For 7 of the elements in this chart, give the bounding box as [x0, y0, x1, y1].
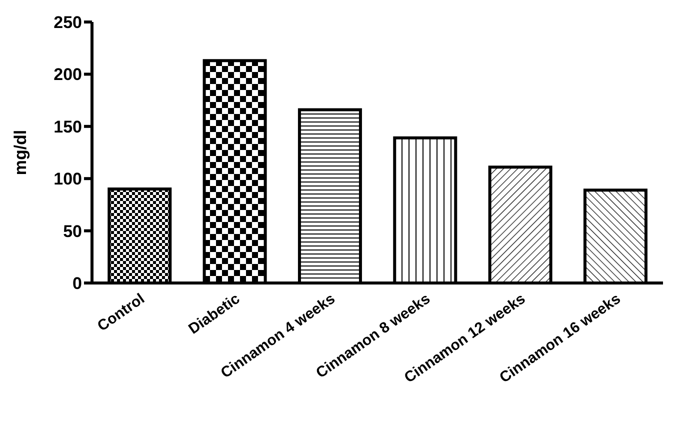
y-tick-label: 150: [54, 117, 82, 136]
y-tick-label: 250: [54, 13, 82, 32]
y-tick-label: 0: [72, 274, 82, 294]
y-tick-label: 200: [54, 65, 82, 84]
y-axis-title: mg/dl: [11, 130, 30, 176]
y-tick-label: 100: [54, 170, 82, 189]
y-tick-label: 50: [63, 222, 82, 241]
